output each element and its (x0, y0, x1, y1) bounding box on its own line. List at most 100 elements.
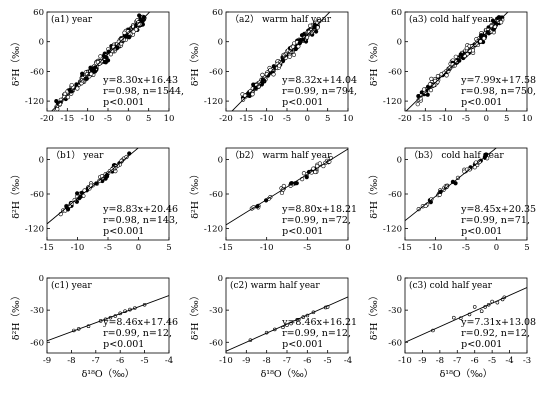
x-tick-label: -10 (398, 356, 412, 366)
y-tick-label: -60 (209, 338, 223, 348)
y-tick-label: -120 (204, 225, 223, 235)
x-tick-label: -7 (92, 356, 100, 366)
data-point (444, 73, 449, 78)
y-tick-label: -60 (30, 67, 44, 77)
x-tick-label: -5 (462, 243, 470, 253)
x-tick-label: -9 (43, 356, 51, 366)
y-axis-label: δ²H（‰） (189, 291, 201, 341)
x-tick-label: -20 (398, 114, 412, 124)
data-point (478, 39, 483, 44)
x-tick-label: 0 (126, 114, 131, 124)
y-tick-label: -30 (30, 306, 44, 316)
data-point (435, 74, 440, 79)
data-point (451, 315, 456, 320)
x-tick-label: -4 (165, 356, 173, 366)
data-point (250, 92, 255, 97)
data-point (317, 161, 322, 166)
data-point (427, 82, 433, 87)
x-tick-label: -8 (263, 356, 271, 366)
data-point (84, 72, 90, 77)
y-tick-label: -120 (383, 225, 402, 235)
panel-label: (c3) cold half year (409, 280, 493, 291)
y-tick-label: -60 (30, 190, 44, 200)
y-axis-label: δ²H（‰） (10, 37, 22, 87)
y-tick-label: -60 (30, 338, 44, 348)
p-value: p<0.001 (461, 226, 502, 237)
panel-c1: -60 -30 0 -9 -8 -7 -6 -5 -4 (c1) year y=8.46x+17.4… (10, 274, 178, 380)
y-axis-label: δ²H（‰） (368, 37, 380, 87)
data-point (306, 29, 312, 35)
x-axis-label: δ¹⁸O（‰） (82, 368, 135, 380)
panel-label: (c2) warm half year (230, 280, 320, 291)
data-point (78, 194, 83, 199)
plot-frame (46, 277, 170, 354)
y-tick-label: -60 (388, 338, 402, 348)
y-axis-label: δ²H（‰） (368, 169, 380, 219)
regression-line (47, 295, 169, 342)
x-tick-label: -5 (140, 356, 148, 366)
y-tick-label: -60 (388, 190, 402, 200)
data-point (496, 15, 502, 20)
x-tick-label: -5 (324, 356, 332, 366)
y-axis-label: δ²H（‰） (189, 169, 201, 219)
y-tick-label: 60 (391, 8, 402, 18)
panel-label: (c1) year (51, 280, 92, 291)
data-point (304, 175, 309, 180)
regression-line (51, 12, 151, 111)
data-point (80, 71, 85, 76)
data-point (481, 36, 487, 41)
x-tick-label: -15 (398, 243, 412, 253)
y-tick-label: 0 (39, 156, 44, 166)
regression-line (226, 148, 348, 226)
x-tick-label: 0 (305, 114, 310, 124)
y-tick-label: 60 (212, 8, 223, 18)
y-tick-label: 0 (218, 38, 223, 48)
y-tick-label: 0 (218, 274, 223, 284)
regression-equation: y=8.80x+18.21 (281, 204, 357, 215)
data-point (75, 191, 80, 196)
x-tick-label: -6 (471, 356, 479, 366)
panel-b3: -120 -60 0 -15 -10 -5 0 5 （b3） cold half year y=8… (368, 147, 536, 253)
x-tick-label: -8 (436, 356, 444, 366)
x-tick-label: -5 (104, 114, 112, 124)
x-tick-label: -5 (104, 243, 112, 253)
data-point (101, 53, 106, 58)
data-point (429, 76, 434, 81)
p-value: p<0.001 (103, 97, 144, 108)
data-point (89, 71, 94, 76)
x-tick-label: -10 (439, 114, 453, 124)
x-tick-label: -4 (505, 356, 513, 366)
regression-line (231, 12, 331, 111)
y-axis-label: δ²H（‰） (10, 291, 22, 341)
data-point (453, 54, 458, 59)
x-tick-label: -15 (60, 114, 74, 124)
data-point (290, 44, 296, 49)
x-tick-label: 5 (325, 114, 330, 124)
data-point (425, 92, 430, 97)
data-point (472, 305, 477, 309)
x-tick-label: -10 (260, 243, 274, 253)
regression-stats: r=0.98, n=143, (103, 215, 178, 226)
regression-equation: y=7.99x+17.58 (460, 75, 536, 86)
data-point (283, 55, 288, 60)
data-point (98, 54, 103, 59)
regression-stats: r=0.99, n=72, (282, 215, 351, 226)
x-tick-label: -20 (219, 114, 233, 124)
data-point (127, 31, 132, 36)
x-tick-label: -10 (71, 243, 85, 253)
regression-stats: r=0.92, n=12, (461, 328, 530, 339)
x-tick-label: -10 (260, 114, 274, 124)
data-points (415, 15, 505, 107)
data-point (464, 46, 469, 51)
data-point (314, 29, 319, 34)
x-tick-label: 0 (345, 243, 350, 253)
data-point (299, 33, 305, 38)
regression-stats: r=0.99, n=12, (103, 328, 172, 339)
y-tick-label: -120 (25, 225, 44, 235)
y-tick-label: 0 (397, 38, 402, 48)
y-tick-label: -120 (25, 97, 44, 107)
y-axis-label: δ²H（‰） (10, 169, 22, 219)
x-tick-label: -7 (283, 356, 291, 366)
regression-equation: y=8.45x+20.35 (460, 204, 536, 215)
panel-label: （b2） warm half year (230, 150, 332, 161)
